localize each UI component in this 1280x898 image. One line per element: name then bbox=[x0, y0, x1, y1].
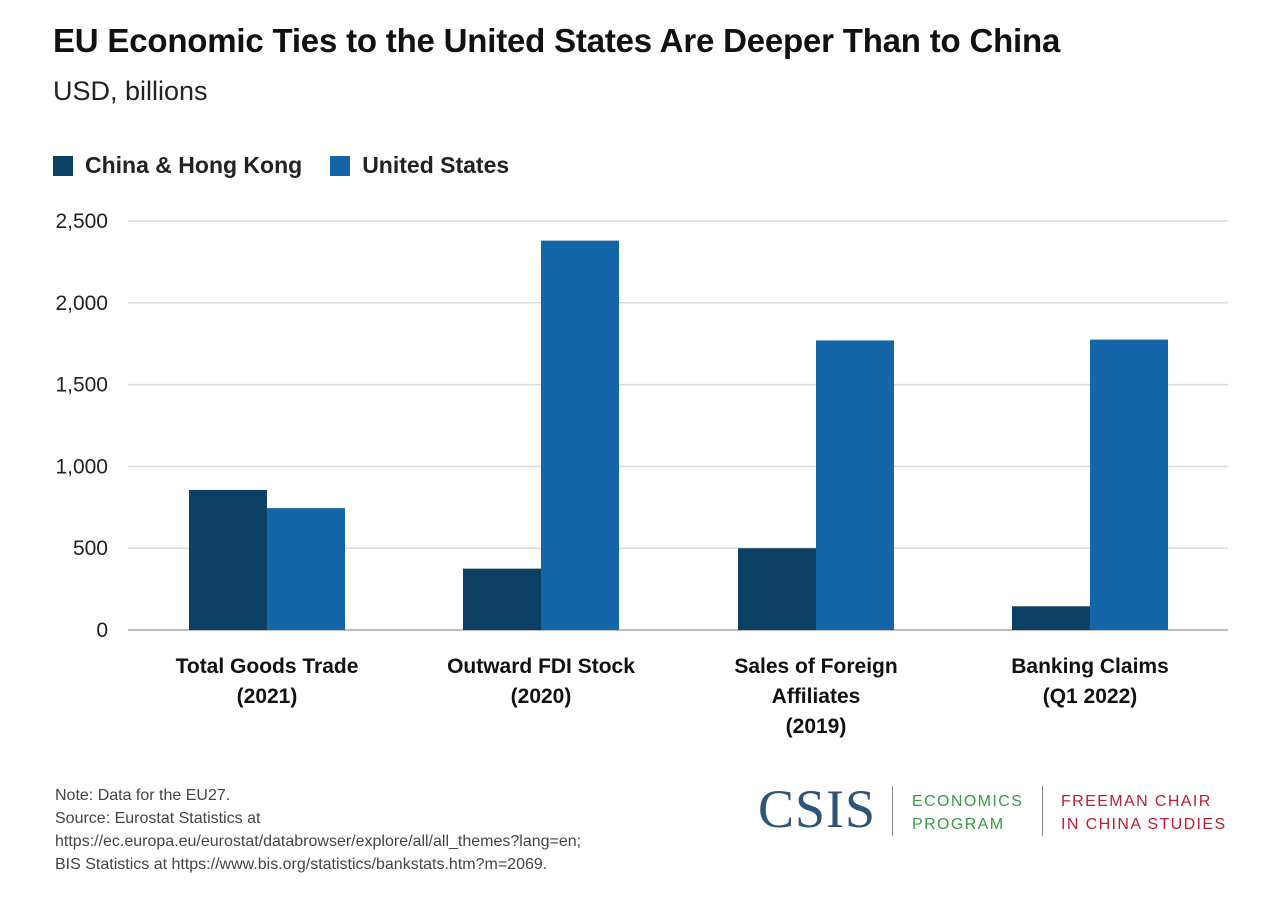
chart-notes: Note: Data for the EU27. Source: Eurosta… bbox=[55, 784, 581, 876]
bar-us bbox=[541, 240, 619, 630]
source-text-2: https://ec.europa.eu/eurostat/databrowse… bbox=[55, 833, 582, 850]
bar-us bbox=[1090, 339, 1168, 630]
legend-item-china: China & Hong Kong bbox=[53, 152, 302, 179]
bar-china bbox=[463, 568, 541, 630]
bar-china bbox=[738, 548, 816, 630]
legend-swatch-us bbox=[330, 155, 351, 176]
chair-divider bbox=[1042, 786, 1043, 836]
economics-program-label: ECONOMICS PROGRAM bbox=[912, 790, 1023, 836]
x-category-label: Total Goods Trade bbox=[176, 655, 359, 678]
legend-label-china: China & Hong Kong bbox=[85, 152, 303, 178]
bar-china bbox=[189, 489, 267, 630]
logo-divider bbox=[892, 786, 893, 836]
bar-china bbox=[1012, 606, 1090, 630]
legend-swatch-china bbox=[53, 155, 73, 176]
x-category-label: (2019) bbox=[786, 715, 847, 738]
legend: China & Hong Kong United States bbox=[53, 152, 537, 179]
y-tick-label: 1,500 bbox=[55, 374, 108, 397]
chair-line-2: IN CHINA STUDIES bbox=[1061, 816, 1227, 833]
x-category-label: (Q1 2022) bbox=[1043, 685, 1138, 708]
chart-title: EU Economic Ties to the United States Ar… bbox=[53, 22, 1061, 59]
source-text-3: BIS Statistics at https://www.bis.org/st… bbox=[55, 856, 548, 873]
y-tick-label: 500 bbox=[73, 537, 108, 560]
x-category-label: Outward FDI Stock bbox=[447, 655, 635, 678]
note-text: Note: Data for the EU27. bbox=[55, 787, 231, 804]
x-category-label: Banking Claims bbox=[1011, 655, 1169, 678]
bar-chart: 0 500 1,000 1,500 2,000 2,500 Total Goods Trad… bbox=[55, 210, 1228, 738]
program-line-1: ECONOMICS bbox=[912, 793, 1024, 810]
bar-us bbox=[816, 340, 894, 630]
x-category-label: Affiliates bbox=[772, 685, 861, 708]
y-tick-label: 0 bbox=[96, 619, 108, 642]
freeman-chair-label: FREEMAN CHAIR IN CHINA STUDIES bbox=[1061, 790, 1227, 836]
program-line-2: PROGRAM bbox=[912, 816, 1005, 833]
x-category-label: Sales of Foreign bbox=[734, 655, 897, 678]
bar-us bbox=[267, 508, 345, 630]
legend-label-us: United States bbox=[362, 152, 510, 178]
csis-logo: CSIS bbox=[758, 779, 877, 839]
y-tick-label: 2,000 bbox=[55, 292, 108, 315]
source-text-1: Source: Eurostat Statistics at bbox=[55, 810, 261, 827]
chair-line-1: FREEMAN CHAIR bbox=[1061, 793, 1212, 810]
legend-item-us: United States bbox=[330, 152, 509, 179]
x-category-label: (2020) bbox=[511, 685, 572, 708]
y-tick-label: 1,000 bbox=[55, 455, 108, 478]
x-category-label: (2021) bbox=[237, 685, 298, 708]
chart-subtitle: USD, billions bbox=[53, 76, 208, 106]
y-tick-label: 2,500 bbox=[55, 210, 108, 233]
